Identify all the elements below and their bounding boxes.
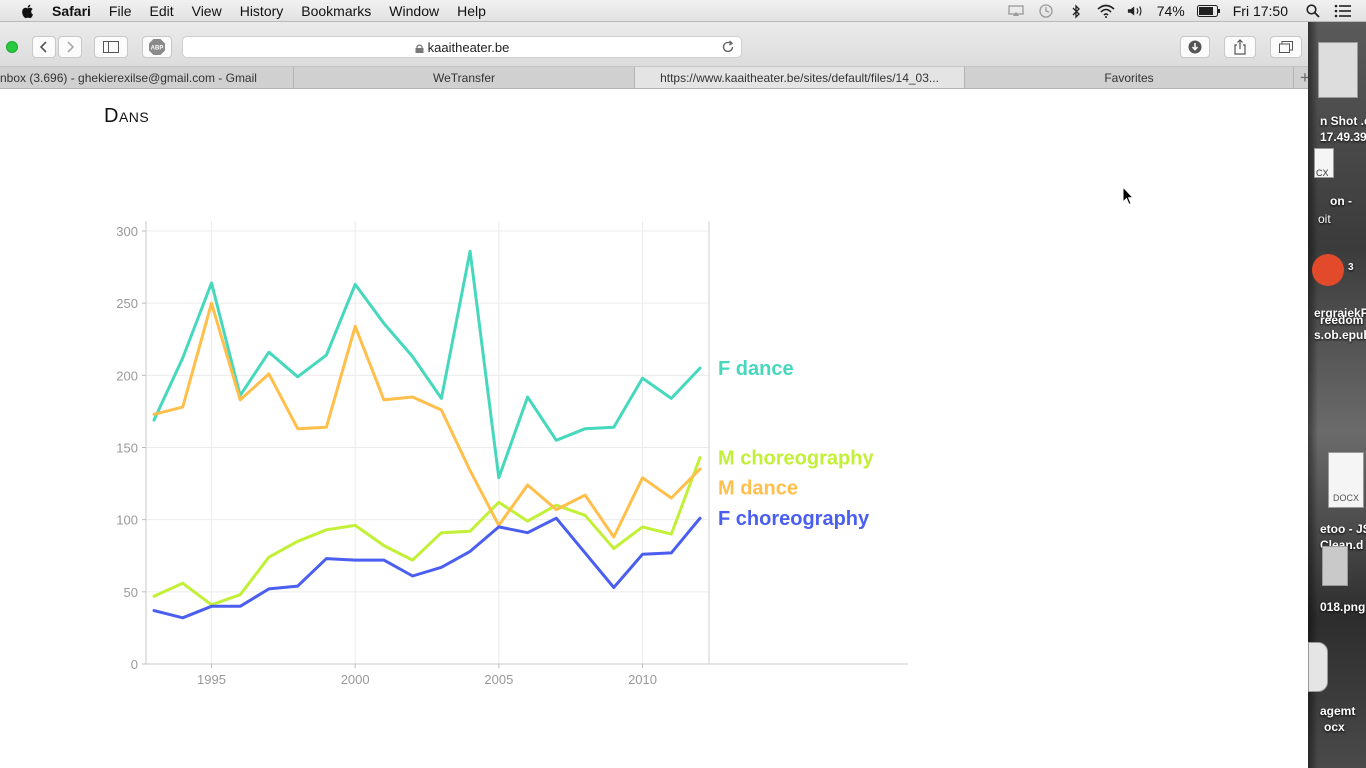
menu-file[interactable]: File — [108, 2, 132, 19]
forward-button[interactable] — [58, 36, 82, 58]
desktop-label: CX — [1316, 168, 1329, 178]
tab-label: WeTransfer — [432, 70, 495, 85]
tab-label: nbox (3.696) - ghekierexilse@gmail.com -… — [0, 70, 257, 85]
desktop-label: agemt — [1320, 704, 1356, 718]
menu-help[interactable]: Help — [457, 2, 486, 19]
desktop-docx-file[interactable] — [1308, 642, 1328, 692]
y-tick-label: 100 — [116, 513, 138, 528]
line-chart: 0 50 100 150 200 250 300 1995 2000 2005 2010 F danc… — [116, 221, 908, 687]
y-tick-label: 200 — [116, 368, 138, 383]
sidebar-button[interactable] — [94, 36, 128, 58]
reload-icon[interactable] — [721, 40, 735, 54]
book-app-icon[interactable] — [1312, 254, 1344, 286]
x-tick-label: 2000 — [341, 672, 370, 687]
desktop-label: ocx — [1324, 720, 1345, 734]
menu-bar: Safari File Edit View History Bookmarks … — [0, 0, 1366, 22]
y-tick-label: 300 — [116, 224, 138, 239]
desktop-background: n Shot .c 17.49.39 CX on - oit 3 ergraie… — [1308, 22, 1366, 768]
tab-bar: nbox (3.696) - ghekierexilse@gmail.com -… — [0, 67, 1316, 89]
bluetooth-icon[interactable] — [1067, 3, 1085, 19]
desktop-screenshot-thumbnail[interactable] — [1318, 42, 1358, 98]
mouse-cursor-icon — [1122, 186, 1134, 206]
menu-view[interactable]: View — [191, 2, 222, 19]
series-line-f-choreography — [152, 516, 702, 620]
series-label: M dance — [718, 478, 798, 500]
sidebar-icon — [103, 41, 119, 53]
x-tick-label: 1995 — [197, 672, 226, 687]
tab-label: Favorites — [1104, 70, 1154, 85]
status-area: 74% Fri 17:50 — [1007, 0, 1366, 22]
menu-window[interactable]: Window — [389, 2, 440, 19]
browser-toolbar: ABP kaaitheater.be — [0, 22, 1316, 67]
lock-icon — [415, 44, 424, 53]
menubar-clock[interactable]: Fri 17:50 — [1232, 3, 1288, 19]
battery-icon[interactable] — [1196, 3, 1221, 19]
desktop-png-file[interactable] — [1322, 546, 1348, 586]
tab-kaaitheater[interactable]: https://www.kaaitheater.be/sites/default… — [635, 67, 965, 88]
desktop-label: ergraiekP — [1314, 306, 1366, 320]
share-button[interactable] — [1224, 36, 1256, 58]
notification-center-icon[interactable] — [1334, 3, 1352, 19]
zoom-window-button[interactable] — [6, 41, 18, 53]
desktop-label: n Shot .c — [1320, 114, 1366, 128]
spotlight-icon[interactable] — [1304, 3, 1322, 19]
forward-icon — [67, 41, 75, 53]
x-tick-label: 2010 — [628, 672, 657, 687]
safari-window: ABP kaaitheater.be nbox (3.696) - ghekie… — [0, 22, 1316, 768]
tab-gmail[interactable]: nbox (3.696) - ghekierexilse@gmail.com -… — [0, 67, 294, 88]
y-tick-label: 150 — [116, 441, 138, 456]
adblock-button[interactable]: ABP — [142, 36, 172, 58]
time-machine-icon[interactable] — [1037, 3, 1055, 19]
desktop-label: s.ob.epub — [1314, 328, 1366, 342]
airplay-icon[interactable] — [1007, 3, 1025, 19]
back-icon — [39, 41, 47, 53]
page-title: Dans — [104, 105, 150, 127]
menu-app-name[interactable]: Safari — [52, 2, 91, 19]
desktop-docx-file[interactable]: DOCX — [1328, 452, 1364, 508]
page-content: Dans 0 50 100 150 200 250 300 1995 2000 2005 2010 F… — [0, 89, 1316, 768]
series-label: M choreography — [718, 448, 874, 470]
series-label: F choreography — [718, 508, 870, 530]
menu-edit[interactable]: Edit — [149, 2, 174, 19]
volume-icon[interactable] — [1127, 3, 1145, 19]
file-extension: DOCX — [1332, 493, 1359, 503]
series-label: F dance — [718, 358, 794, 380]
address-url: kaaitheater.be — [427, 40, 510, 55]
desktop-label: 3 — [1348, 262, 1354, 273]
desktop-label: 17.49.39 — [1320, 130, 1366, 144]
tab-wetransfer[interactable]: WeTransfer — [294, 67, 635, 88]
desktop-label: on - — [1330, 194, 1352, 208]
desktop-label: etoo - JS — [1320, 522, 1366, 536]
address-bar[interactable]: kaaitheater.be — [182, 36, 742, 58]
menu-history[interactable]: History — [239, 2, 284, 19]
tab-label: https://www.kaaitheater.be/sites/default… — [660, 70, 939, 85]
desktop-label: 018.png — [1320, 600, 1366, 614]
x-tick-label: 2005 — [484, 672, 513, 687]
y-tick-label: 0 — [131, 657, 138, 672]
tabs-overview-button[interactable] — [1270, 36, 1302, 58]
desktop-label: oit — [1318, 212, 1331, 226]
menu-bookmarks[interactable]: Bookmarks — [301, 2, 372, 19]
tab-favorites[interactable]: Favorites — [965, 67, 1294, 88]
y-tick-label: 50 — [124, 585, 138, 600]
adblock-label: ABP — [151, 46, 164, 52]
y-tick-label: 250 — [116, 296, 138, 311]
battery-percent: 74% — [1156, 3, 1185, 19]
wifi-icon[interactable] — [1097, 3, 1115, 19]
desktop-docx-file[interactable] — [1314, 148, 1334, 178]
share-icon — [1234, 39, 1246, 55]
series-line-m-dance — [152, 301, 702, 539]
series-line-f-dance — [152, 249, 702, 480]
downloads-button[interactable] — [1180, 36, 1210, 58]
series-line-m-choreography — [152, 456, 702, 607]
downloads-icon — [1188, 40, 1202, 54]
desktop-label: reedom — [1320, 313, 1364, 327]
new-tab-button[interactable]: + — [1300, 67, 1310, 87]
tabs-overview-icon — [1279, 41, 1293, 53]
back-button[interactable] — [32, 36, 56, 58]
apple-menu-icon[interactable] — [18, 1, 38, 21]
adblock-icon: ABP — [149, 39, 165, 55]
